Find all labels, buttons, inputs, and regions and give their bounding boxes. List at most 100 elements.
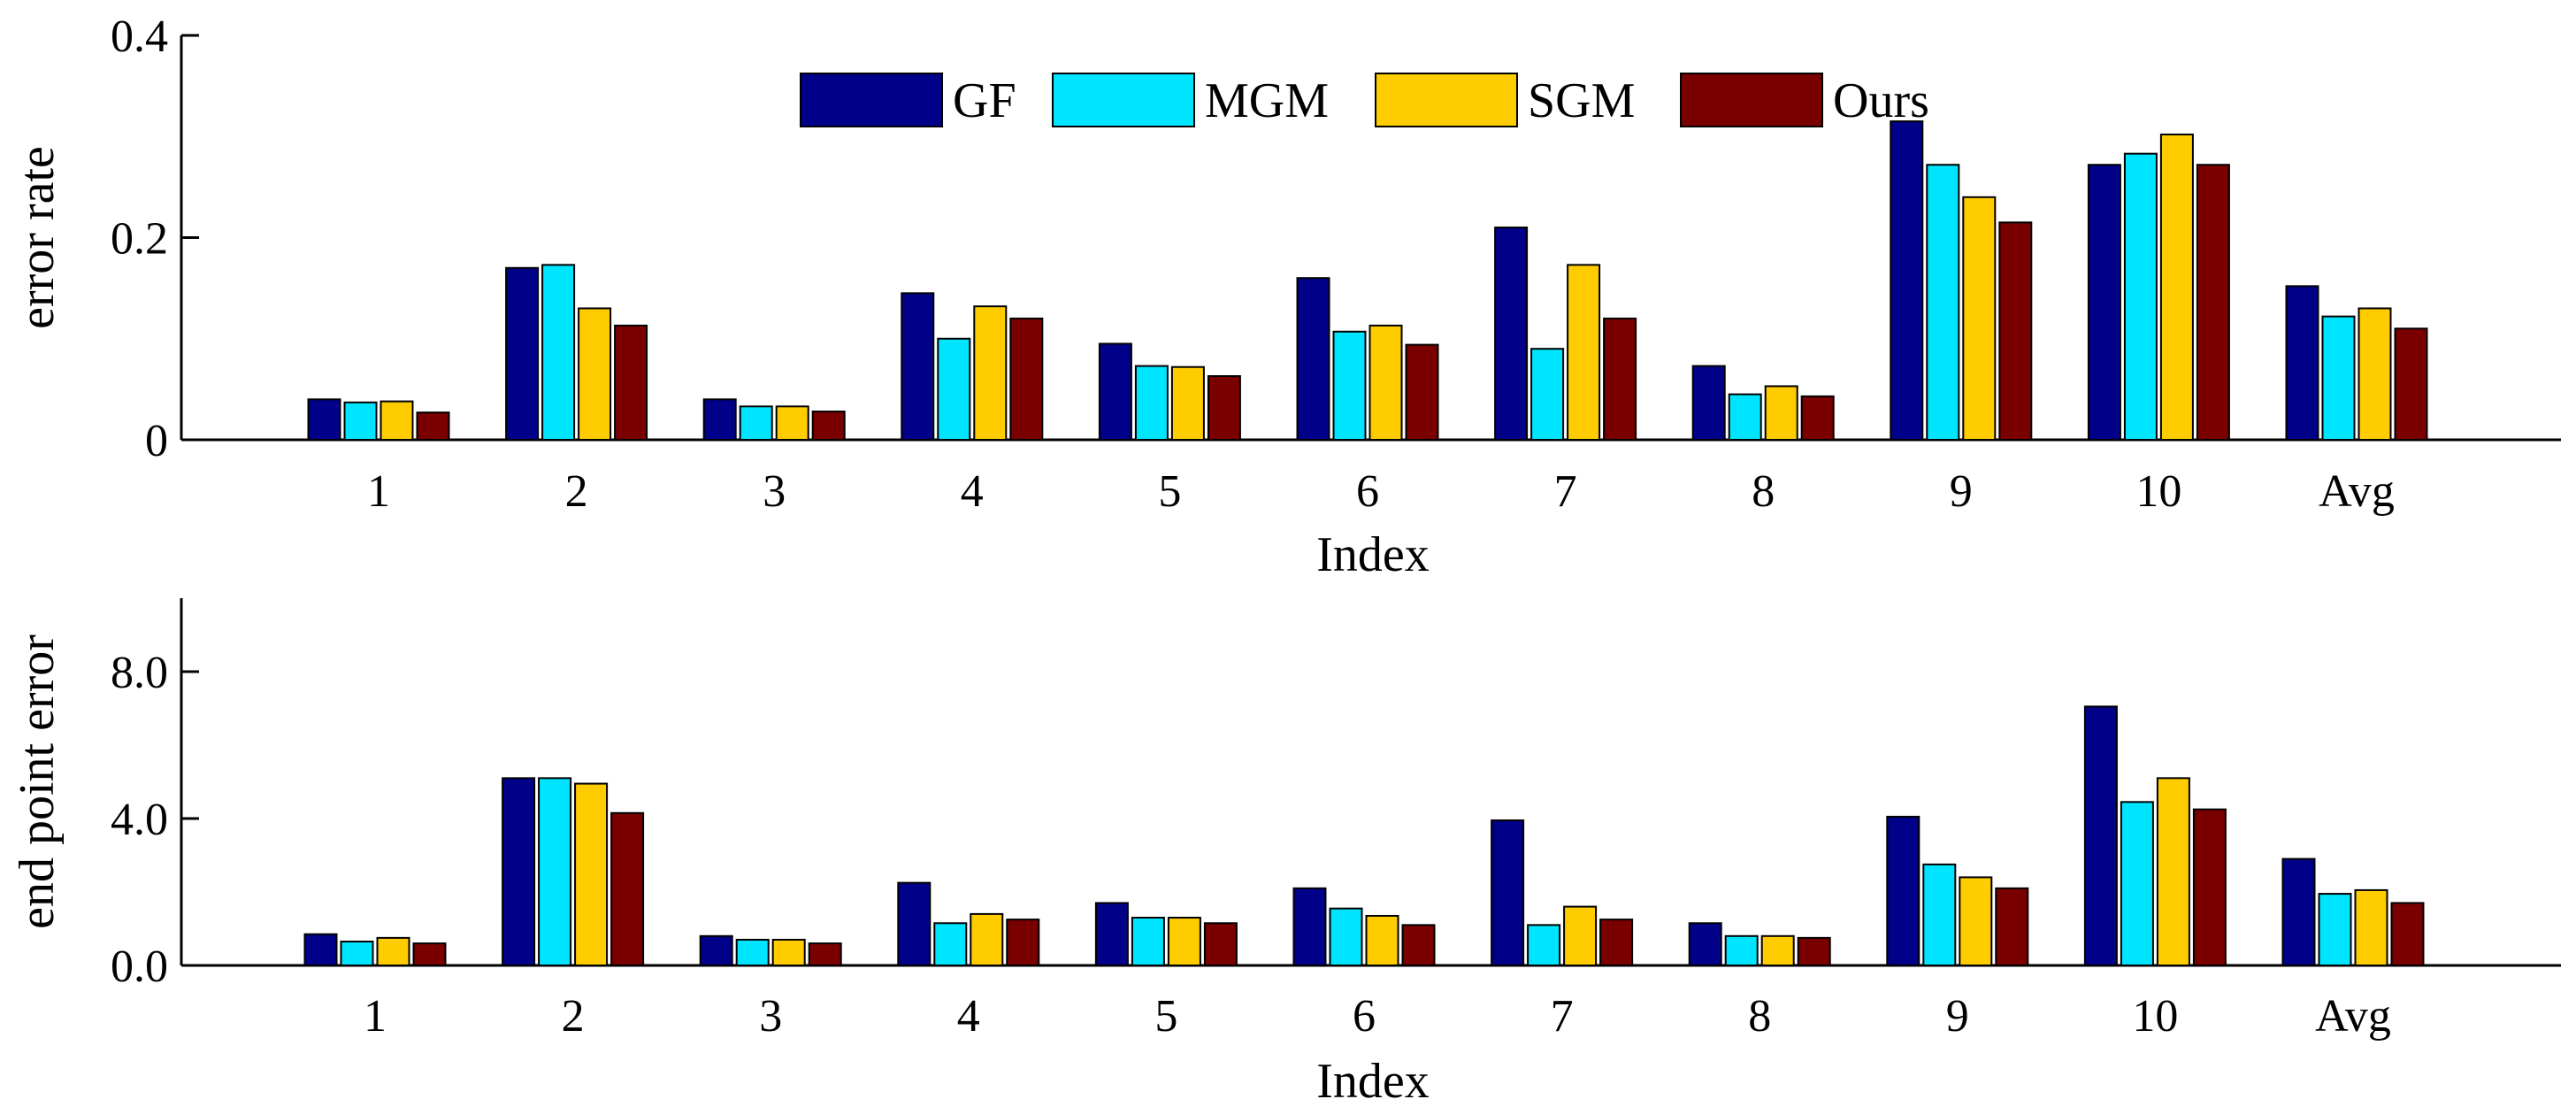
bar-gf-avg bbox=[2285, 285, 2319, 441]
bar-gf-10 bbox=[2087, 164, 2121, 442]
x-tick-label: 3 bbox=[759, 991, 782, 1042]
bar-sgm-1 bbox=[376, 936, 410, 966]
bar-sgm-5 bbox=[1170, 365, 1205, 441]
x-tick-label: 10 bbox=[2132, 991, 2178, 1042]
bar-mgm-4 bbox=[933, 922, 968, 967]
bar-ours-4 bbox=[1009, 317, 1044, 441]
chart-panel-end-point-error: 0.0 4.0 8.0 1 2 3 4 5 6 7 8 9 10 Avg Index end point er… bbox=[10, 598, 2561, 1107]
bar-ours-7 bbox=[1599, 919, 1634, 966]
bar-sgm-avg bbox=[2358, 307, 2392, 441]
bar-ours-3 bbox=[811, 411, 846, 442]
bar-gf-3 bbox=[699, 934, 733, 967]
y-tick-label: 0.2 bbox=[111, 214, 168, 265]
bar-mgm-7 bbox=[1530, 348, 1565, 441]
bar-mgm-8 bbox=[1724, 934, 1759, 967]
bar-sgm-6 bbox=[1368, 324, 1403, 441]
bar-ours-1 bbox=[416, 411, 450, 441]
legend-swatch-gf bbox=[800, 73, 943, 127]
bar-mgm-1 bbox=[343, 401, 378, 442]
legend: GF MGM SGM Ours bbox=[800, 73, 1929, 128]
x-tick-label: 5 bbox=[1158, 466, 1181, 517]
legend-swatch-ours bbox=[1680, 73, 1823, 127]
bar-sgm-9 bbox=[1959, 876, 1993, 967]
bar-gf-6 bbox=[1296, 277, 1330, 442]
x-tick-label: 8 bbox=[1752, 466, 1775, 517]
bar-mgm-7 bbox=[1527, 924, 1561, 966]
bar-ours-10 bbox=[2192, 808, 2227, 966]
bar-sgm-avg bbox=[2354, 888, 2388, 966]
legend-swatch-sgm bbox=[1375, 73, 1518, 127]
bar-ours-7 bbox=[1603, 317, 1637, 441]
bar-gf-5 bbox=[1098, 342, 1132, 441]
x-tick-label: 3 bbox=[763, 466, 786, 517]
bar-sgm-9 bbox=[1962, 196, 1997, 442]
x-tick-label: 9 bbox=[1946, 991, 1969, 1042]
x-tick-label: 4 bbox=[961, 466, 984, 517]
y-axis-title: error rate bbox=[10, 146, 65, 329]
bar-sgm-1 bbox=[380, 400, 414, 441]
legend-swatch-mgm bbox=[1052, 73, 1195, 127]
bar-gf-9 bbox=[1890, 120, 1924, 442]
bar-ours-8 bbox=[1797, 936, 1831, 966]
bar-mgm-1 bbox=[340, 941, 374, 967]
y-tick-label: 4.0 bbox=[111, 795, 168, 845]
bar-gf-5 bbox=[1094, 902, 1129, 967]
bar-gf-6 bbox=[1292, 887, 1327, 966]
x-tick-label: 7 bbox=[1554, 466, 1577, 517]
x-axis-title: Index bbox=[1316, 1054, 1430, 1107]
bar-ours-6 bbox=[1401, 924, 1436, 966]
bar-ours-9 bbox=[1995, 887, 2029, 966]
bar-gf-8 bbox=[1688, 922, 1722, 967]
bar-ours-5 bbox=[1203, 922, 1238, 967]
legend-label-ours: Ours bbox=[1833, 73, 1929, 128]
x-tick-label: 5 bbox=[1154, 991, 1177, 1042]
bar-sgm-4 bbox=[970, 912, 1004, 967]
x-tick-label: 8 bbox=[1748, 991, 1771, 1042]
bar-sgm-10 bbox=[2159, 133, 2194, 441]
legend-label-gf: GF bbox=[953, 73, 1016, 128]
x-tick-label: Avg bbox=[2315, 991, 2391, 1042]
bar-gf-3 bbox=[702, 398, 737, 441]
bar-sgm-10 bbox=[2156, 777, 2190, 966]
x-tick-label: 7 bbox=[1551, 991, 1574, 1042]
bar-mgm-9 bbox=[1922, 863, 1957, 966]
bar-mgm-2 bbox=[538, 777, 572, 966]
bar-mgm-10 bbox=[2120, 801, 2154, 967]
bar-gf-4 bbox=[901, 292, 935, 441]
chart-panel-error-rate: 0 0.2 0.4 1 2 3 4 5 6 7 8 9 10 Avg Index error rate GF MG… bbox=[10, 12, 2561, 582]
bar-sgm-6 bbox=[1365, 914, 1399, 966]
bar-gf-avg bbox=[2281, 857, 2316, 967]
bar-mgm-3 bbox=[735, 938, 770, 966]
bar-gf-2 bbox=[502, 777, 536, 966]
bar-ours-9 bbox=[1998, 221, 2033, 441]
x-tick-label: 6 bbox=[1353, 991, 1376, 1042]
bar-ours-avg bbox=[2394, 327, 2428, 442]
legend-label-mgm: MGM bbox=[1205, 73, 1329, 128]
bar-ours-4 bbox=[1006, 919, 1040, 966]
bar-mgm-10 bbox=[2123, 152, 2158, 442]
bar-sgm-5 bbox=[1167, 917, 1201, 967]
bar-sgm-7 bbox=[1567, 264, 1601, 441]
x-tick-label: 2 bbox=[562, 991, 585, 1042]
y-tick-label: 0 bbox=[145, 416, 168, 466]
x-tick-label: 1 bbox=[364, 991, 387, 1042]
bar-ours-avg bbox=[2390, 902, 2425, 967]
bar-sgm-3 bbox=[771, 938, 806, 966]
bar-ours-8 bbox=[1800, 395, 1835, 441]
bar-mgm-3 bbox=[739, 405, 773, 441]
bar-mgm-9 bbox=[1926, 164, 1960, 442]
bar-gf-1 bbox=[307, 398, 341, 441]
x-tick-label: 1 bbox=[367, 466, 390, 517]
bar-mgm-8 bbox=[1728, 393, 1762, 441]
bar-mgm-2 bbox=[541, 264, 576, 441]
bar-gf-4 bbox=[897, 881, 932, 966]
x-tick-label: 10 bbox=[2135, 466, 2181, 517]
bar-ours-6 bbox=[1405, 343, 1439, 442]
bar-gf-2 bbox=[505, 266, 540, 441]
bar-sgm-2 bbox=[578, 307, 612, 441]
bar-mgm-6 bbox=[1332, 330, 1367, 441]
x-tick-label: 6 bbox=[1356, 466, 1379, 517]
bar-ours-3 bbox=[808, 942, 842, 966]
y-tick-label: 0.4 bbox=[111, 12, 168, 62]
